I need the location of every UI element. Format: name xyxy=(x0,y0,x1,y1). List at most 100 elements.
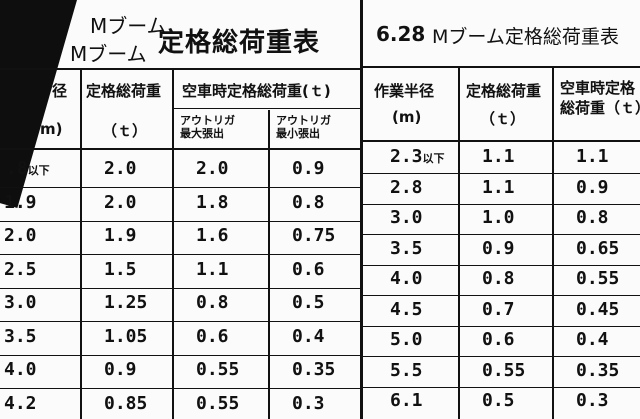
right-rule-header-bottom xyxy=(363,140,640,142)
rated-load-cell: 1.25 xyxy=(104,292,148,313)
rated-load-cell: 0.85 xyxy=(104,392,148,414)
right-header-empty-load: 空車時定格 総荷重（ｔ） xyxy=(560,79,640,117)
row-rule xyxy=(363,234,640,235)
left-rule-top xyxy=(0,68,362,70)
left-header-outrigger-min: アウトリガ 最小張出 xyxy=(276,114,331,140)
rated-load-cell: 0.8 xyxy=(482,268,515,289)
left-vrule-2 xyxy=(172,68,174,419)
row-rule xyxy=(0,220,360,222)
outrigger-min-cell: 0.5 xyxy=(292,292,325,313)
left-header-empty-load: 空車時定格総荷重(ｔ) xyxy=(182,82,331,100)
right-rule-top xyxy=(363,66,640,68)
row-rule xyxy=(363,264,640,266)
outrigger-min-cell: 0.4 xyxy=(292,325,325,347)
left-rule-subheader xyxy=(174,108,362,109)
right-header-rated-load-unit: （ｔ） xyxy=(480,110,526,128)
radius-cell: 4.0 xyxy=(390,268,423,289)
rated-load-cell: 2.0 xyxy=(104,191,137,213)
left-header-outrigger-max: アウトリガ 最大張出 xyxy=(180,114,235,140)
empty-load-cell: 0.45 xyxy=(576,298,620,320)
outrigger-max-cell: 0.55 xyxy=(196,359,240,380)
row-rule xyxy=(363,325,640,327)
outrigger-max-cell: 2.0 xyxy=(196,158,229,179)
row-rule xyxy=(363,356,640,357)
row-rule xyxy=(0,321,360,322)
right-header-radius-unit: (m) xyxy=(392,108,422,126)
left-header-radius: 径 xyxy=(52,82,68,100)
row-rule xyxy=(363,203,640,205)
row-rule xyxy=(0,187,360,188)
rated-load-cell: 0.55 xyxy=(482,359,526,381)
empty-load-cell: 0.65 xyxy=(576,237,620,259)
right-header-radius: 作業半径 xyxy=(374,82,435,100)
left-vrule-1 xyxy=(80,68,82,419)
row-rule xyxy=(0,287,360,289)
outrigger-max-cell: 1.8 xyxy=(196,191,229,213)
radius-cell: 2.3以下 xyxy=(390,146,445,167)
rated-load-cell: 0.7 xyxy=(482,298,515,320)
radius-cell: 1.9 xyxy=(4,191,37,213)
left-title-boom-1: Mブーム xyxy=(90,14,167,38)
outrigger-max-cell: 1.1 xyxy=(196,258,229,280)
rated-load-cell: 1.05 xyxy=(104,325,148,347)
outrigger-max-cell: 0.6 xyxy=(196,325,229,347)
radius-cell: .8以下 xyxy=(6,158,50,179)
radius-cell: 4.2 xyxy=(4,392,37,414)
radius-cell: 3.5 xyxy=(390,237,423,259)
right-header-rated-load: 定格総荷重 xyxy=(466,82,542,100)
outrigger-max-cell: 1.6 xyxy=(196,225,229,246)
left-title-main: 定格総荷重表 xyxy=(158,28,321,58)
row-rule xyxy=(0,254,360,255)
rated-load-cell: 1.9 xyxy=(104,225,137,246)
radius-cell: 2.0 xyxy=(4,225,37,246)
empty-load-cell: 0.9 xyxy=(576,176,609,198)
rated-load-cell: 0.6 xyxy=(482,329,515,350)
empty-load-cell: 0.4 xyxy=(576,329,609,350)
radius-cell: 2.8 xyxy=(390,176,423,198)
outrigger-min-cell: 0.6 xyxy=(292,258,325,280)
radius-cell: 4.5 xyxy=(390,298,423,320)
radius-cell: 4.0 xyxy=(4,359,37,380)
right-vrule-2 xyxy=(552,66,554,419)
left-vrule-3 xyxy=(268,110,270,419)
right-title-number: 6.28 xyxy=(376,22,426,46)
rated-load-cell: 1.5 xyxy=(104,258,137,280)
radius-cell: 3.0 xyxy=(4,292,37,313)
empty-load-cell: 0.55 xyxy=(576,268,620,289)
empty-load-cell: 1.1 xyxy=(576,146,609,167)
left-header-radius-unit: m) xyxy=(40,120,63,138)
radius-cell: 3.5 xyxy=(4,325,37,347)
rated-load-cell: 2.0 xyxy=(104,158,137,179)
right-vrule-1 xyxy=(458,66,460,419)
rated-load-cell: 1.0 xyxy=(482,207,515,228)
left-title-boom-2: Mブーム xyxy=(70,42,147,66)
outrigger-max-cell: 0.8 xyxy=(196,292,229,313)
rated-load-cell: 1.1 xyxy=(482,176,515,198)
radius-suffix: 以下 xyxy=(422,152,445,165)
row-rule xyxy=(363,386,640,388)
rated-load-cell: 0.5 xyxy=(482,390,515,411)
rated-load-cell: 1.1 xyxy=(482,146,515,167)
left-header-rated-load: 定格総荷重 xyxy=(86,82,162,100)
rated-load-cell: 0.9 xyxy=(482,237,515,259)
radius-cell: 5.0 xyxy=(390,329,423,350)
row-rule xyxy=(363,173,640,174)
row-rule xyxy=(0,354,360,356)
outrigger-min-cell: 0.3 xyxy=(292,392,325,414)
outrigger-min-cell: 0.9 xyxy=(292,158,325,179)
row-rule xyxy=(363,295,640,296)
outrigger-min-cell: 0.35 xyxy=(292,359,336,380)
outrigger-min-cell: 0.8 xyxy=(292,191,325,213)
left-header-rated-load-unit: （ｔ） xyxy=(102,122,148,140)
table-divider xyxy=(360,0,363,419)
row-rule xyxy=(0,388,360,389)
radius-cell: 3.0 xyxy=(390,207,423,228)
radius-cell: 5.5 xyxy=(390,359,423,381)
outrigger-max-cell: 0.55 xyxy=(196,392,240,414)
left-rule-header-bottom xyxy=(0,148,362,150)
empty-load-cell: 0.3 xyxy=(576,390,609,411)
rated-load-cell: 0.9 xyxy=(104,359,137,380)
empty-load-cell: 0.8 xyxy=(576,207,609,228)
outrigger-min-cell: 0.75 xyxy=(292,225,336,246)
